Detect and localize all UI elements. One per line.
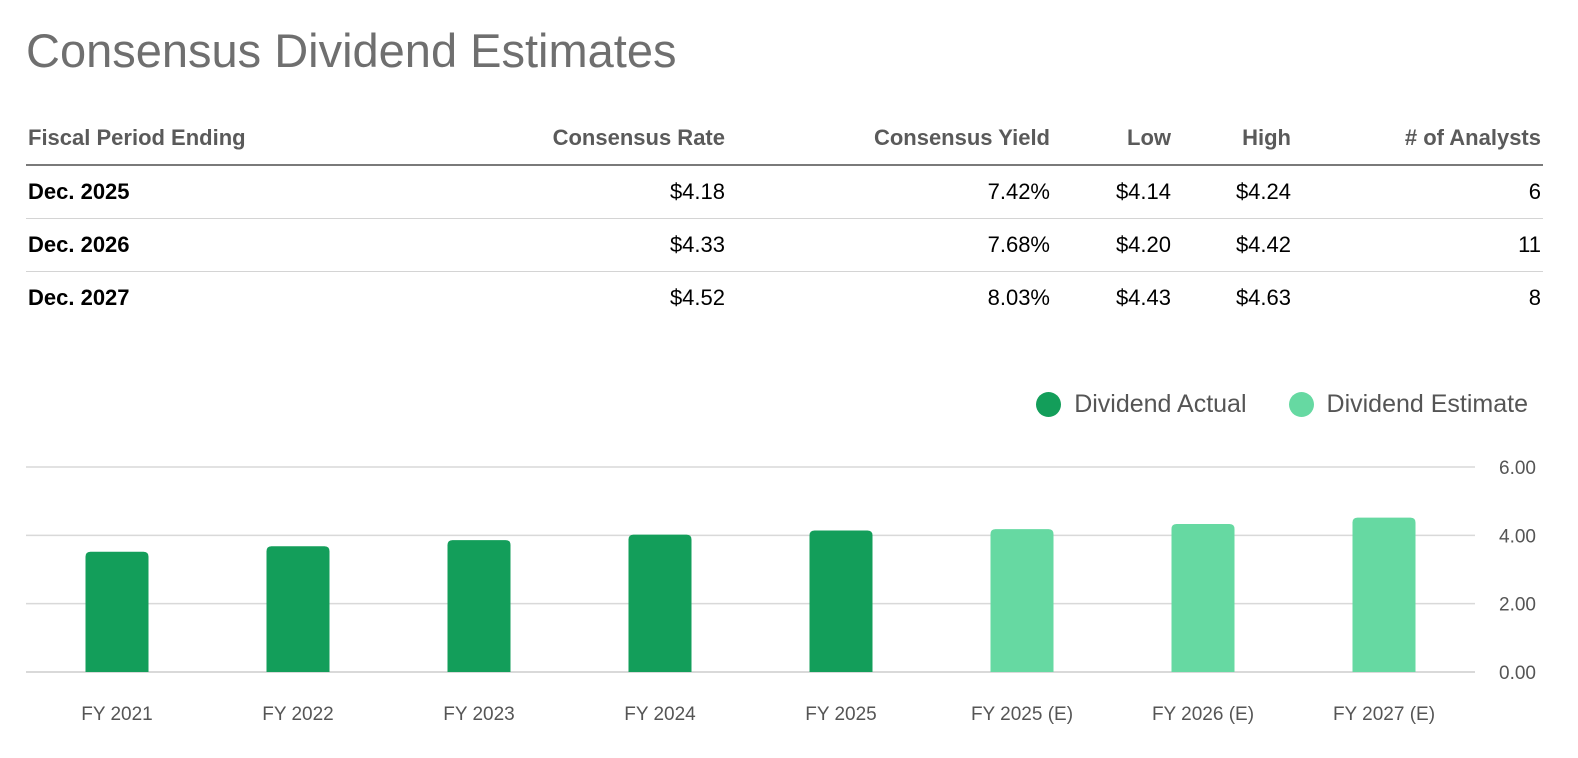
table-row: Dec. 2025 $4.18 7.42% $4.14 $4.24 6 xyxy=(26,165,1543,219)
consensus-rate-cell: $4.18 xyxy=(366,165,727,219)
column-header-low[interactable]: Low xyxy=(1052,112,1173,166)
legend-swatch-estimate xyxy=(1288,392,1314,417)
y-tick-label: 6.00 xyxy=(1499,458,1536,479)
legend-swatch-actual xyxy=(1036,392,1062,417)
consensus-rate-cell: $4.33 xyxy=(366,218,727,272)
table-row: Dec. 2027 $4.52 8.03% $4.43 $4.63 8 xyxy=(26,272,1543,325)
consensus-yield-cell: 7.68% xyxy=(727,218,1052,272)
dividend-bar-chart: 0.00 2.00 4.00 6.00 FY 2021 FY 2022 FY 2023 FY … xyxy=(26,458,1536,725)
bar-dividend-actual[interactable] xyxy=(809,530,873,672)
analysts-cell: 11 xyxy=(1293,218,1543,272)
x-tick-label: FY 2021 xyxy=(81,704,152,725)
low-cell: $4.20 xyxy=(1052,218,1173,272)
period-cell: Dec. 2026 xyxy=(26,218,366,272)
chart-legend: Dividend Actual Dividend Estimate xyxy=(994,390,1528,419)
consensus-rate-cell: $4.52 xyxy=(669,285,725,310)
period-cell: Dec. 2025 xyxy=(26,165,366,219)
consensus-yield-cell: 7.42% xyxy=(727,165,1052,219)
page-title: Consensus Dividend Estimates xyxy=(26,24,677,77)
period-cell: Dec. 2027 xyxy=(28,285,130,310)
y-tick-label: 0.00 xyxy=(1499,663,1536,684)
dividend-estimates-table: Fiscal Period Ending Consensus Rate Cons… xyxy=(26,112,1543,324)
analysts-cell: 8 xyxy=(1528,285,1541,310)
high-cell: $4.24 xyxy=(1173,165,1293,219)
consensus-yield-cell: 8.03% xyxy=(987,285,1050,310)
x-tick-label: FY 2022 xyxy=(262,704,333,725)
table-row: Dec. 2026 $4.33 7.68% $4.20 $4.42 11 xyxy=(26,218,1543,272)
high-cell: $4.42 xyxy=(1173,218,1293,272)
legend-item-dividend-actual[interactable]: Dividend Actual xyxy=(1036,390,1247,419)
x-tick-label: FY 2023 xyxy=(443,704,514,725)
x-tick-label: FY 2024 xyxy=(624,704,696,725)
low-cell: $4.14 xyxy=(1052,165,1173,219)
x-tick-label: FY 2027 (E) xyxy=(1333,704,1435,725)
bar-dividend-actual[interactable] xyxy=(266,546,330,672)
column-header-fiscal-period[interactable]: Fiscal Period Ending xyxy=(26,112,366,166)
bar-dividend-estimate[interactable] xyxy=(1352,517,1416,672)
analysts-cell: 6 xyxy=(1293,165,1543,219)
x-tick-label: FY 2025 (E) xyxy=(971,704,1073,725)
high-cell: $4.63 xyxy=(1235,285,1291,310)
table-header-row: Fiscal Period Ending Consensus Rate Cons… xyxy=(26,112,1543,166)
legend-label: Dividend Actual xyxy=(1074,390,1247,418)
y-tick-label: 2.00 xyxy=(1499,595,1536,616)
x-tick-label: FY 2026 (E) xyxy=(1152,704,1254,725)
bar-dividend-actual[interactable] xyxy=(85,551,149,672)
y-tick-label: 4.00 xyxy=(1499,526,1536,547)
legend-label: Dividend Estimate xyxy=(1326,390,1528,418)
bar-dividend-actual[interactable] xyxy=(447,540,511,672)
column-header-high[interactable]: High xyxy=(1173,112,1293,166)
x-tick-label: FY 2025 xyxy=(805,704,876,725)
column-header-analysts[interactable]: # of Analysts xyxy=(1293,112,1543,166)
low-cell: $4.43 xyxy=(1115,285,1171,310)
bar-dividend-estimate[interactable] xyxy=(1171,524,1235,672)
bar-dividend-estimate[interactable] xyxy=(990,529,1054,672)
bar-dividend-actual[interactable] xyxy=(628,534,692,672)
column-header-consensus-yield[interactable]: Consensus Yield xyxy=(727,112,1052,166)
column-header-consensus-rate[interactable]: Consensus Rate xyxy=(366,112,727,166)
legend-item-dividend-estimate[interactable]: Dividend Estimate xyxy=(1288,390,1528,419)
